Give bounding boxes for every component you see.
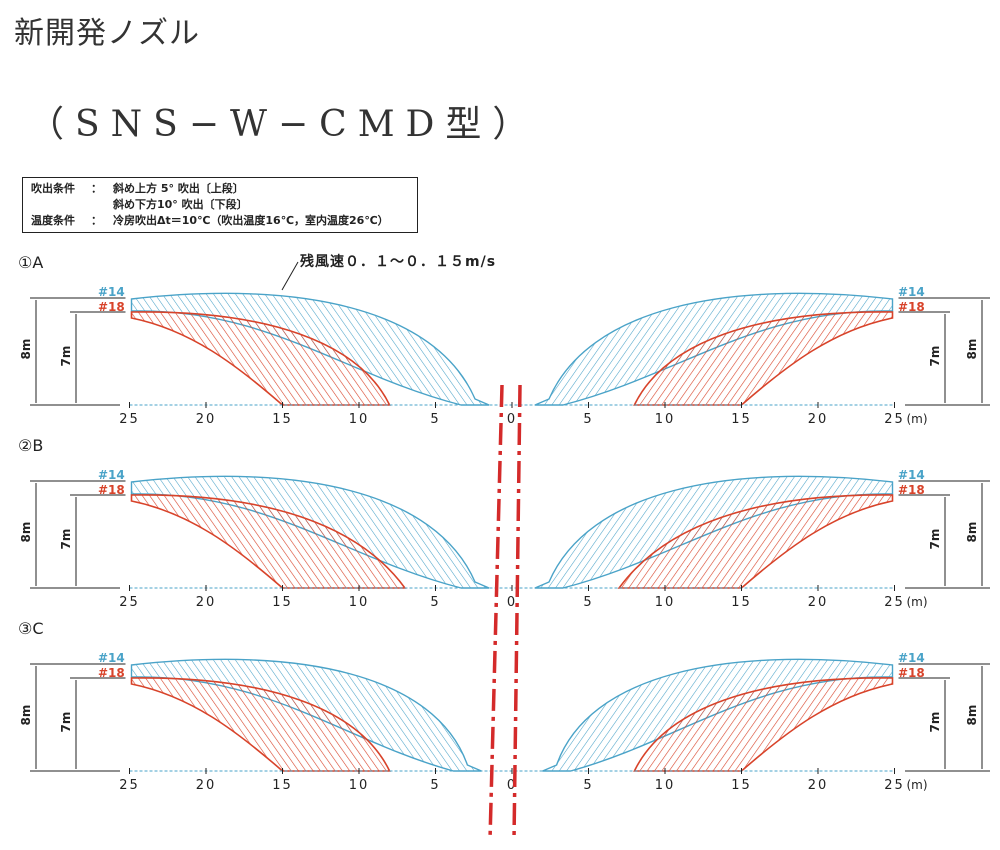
axis-tick-label: 15 bbox=[731, 412, 752, 427]
axis-tick-label: 10 bbox=[655, 778, 676, 793]
axis-tick-label: 5 bbox=[430, 595, 440, 610]
axis-tick-label: 5 bbox=[583, 412, 593, 427]
nozzle-label-upper: #14 bbox=[898, 651, 925, 665]
axis-tick-label: 25 bbox=[119, 412, 140, 427]
axis-tick-label: 15 bbox=[272, 595, 293, 610]
axis-tick-label: 0 bbox=[507, 595, 517, 610]
nozzle-label-upper: #14 bbox=[898, 468, 925, 482]
height-label-7m: 7m bbox=[59, 529, 73, 550]
nozzle-label-upper: #14 bbox=[898, 285, 925, 299]
nozzle-label-lower: #18 bbox=[898, 300, 925, 314]
axis-tick-label: 25 bbox=[884, 412, 905, 427]
centerline-right bbox=[512, 384, 522, 841]
axis-tick-label: 10 bbox=[655, 595, 676, 610]
panel-label: ①A bbox=[18, 253, 43, 272]
height-label-7m: 7m bbox=[928, 712, 942, 733]
residual-velocity-annotation: 残風速０．１～０．１５m/s bbox=[300, 253, 496, 270]
nozzle-label-lower: #18 bbox=[98, 666, 125, 680]
height-label-8m: 8m bbox=[965, 339, 979, 360]
axis-tick-label: 25 bbox=[884, 595, 905, 610]
axis-tick-label: 0 bbox=[507, 778, 517, 793]
axis-tick-label: 5 bbox=[430, 412, 440, 427]
lower-jet-right bbox=[617, 494, 894, 589]
condition-row: 温度条件 ： 冷房吹出Δt＝10℃（吹出温度16℃，室内温度26℃） bbox=[31, 213, 409, 229]
axis-tick-label: 15 bbox=[731, 595, 752, 610]
condition-value: 冷房吹出Δt＝10℃（吹出温度16℃，室内温度26℃） bbox=[113, 214, 389, 227]
nozzle-label-upper: #14 bbox=[98, 468, 125, 482]
axis-tick-label: 15 bbox=[272, 778, 293, 793]
centerline-left bbox=[488, 384, 504, 841]
axis-tick-label: 10 bbox=[349, 412, 370, 427]
lower-jet-right bbox=[633, 311, 894, 406]
lower-jet-right bbox=[633, 677, 894, 772]
annotation-leader-line bbox=[281, 261, 299, 291]
condition-row: 斜め下方10° 吹出〔下段〕 bbox=[31, 197, 409, 213]
axis-tick-label: 5 bbox=[583, 778, 593, 793]
axis-tick-label: 20 bbox=[808, 595, 829, 610]
page-subtitle: （SNS−W−CMD型） bbox=[28, 104, 540, 145]
panel-label: ③C bbox=[18, 619, 44, 638]
axis-tick-label: 10 bbox=[655, 412, 676, 427]
page-title: 新開発ノズル bbox=[14, 16, 200, 51]
height-label-7m: 7m bbox=[928, 346, 942, 367]
axis-tick-label: 20 bbox=[196, 778, 217, 793]
nozzle-label-lower: #18 bbox=[98, 483, 125, 497]
height-label-7m: 7m bbox=[928, 529, 942, 550]
axis-tick-label: 25 bbox=[119, 595, 140, 610]
axis-unit-label: (m) bbox=[907, 778, 928, 792]
condition-colon: ： bbox=[91, 214, 102, 227]
axis-tick-label: 20 bbox=[808, 778, 829, 793]
height-label-7m: 7m bbox=[59, 712, 73, 733]
height-label-7m: 7m bbox=[59, 346, 73, 367]
nozzle-label-upper: #14 bbox=[98, 651, 125, 665]
condition-row: 吹出条件 ： 斜め上方 5° 吹出〔上段〕 bbox=[31, 181, 409, 197]
nozzle-label-lower: #18 bbox=[898, 483, 925, 497]
axis-tick-label: 25 bbox=[119, 778, 140, 793]
height-label-8m: 8m bbox=[19, 705, 33, 726]
axis-tick-label: 15 bbox=[731, 778, 752, 793]
axis-tick-label: 5 bbox=[430, 778, 440, 793]
condition-colon: ： bbox=[91, 182, 102, 195]
nozzle-label-upper: #14 bbox=[98, 285, 125, 299]
axis-tick-label: 10 bbox=[349, 778, 370, 793]
height-label-8m: 8m bbox=[19, 339, 33, 360]
axis-tick-label: 20 bbox=[196, 412, 217, 427]
height-label-8m: 8m bbox=[965, 522, 979, 543]
height-label-8m: 8m bbox=[965, 705, 979, 726]
axis-tick-label: 20 bbox=[196, 595, 217, 610]
axis-unit-label: (m) bbox=[907, 595, 928, 609]
centerlines-group bbox=[488, 384, 522, 841]
axis-tick-label: 15 bbox=[272, 412, 293, 427]
axis-tick-label: 10 bbox=[349, 595, 370, 610]
height-label-8m: 8m bbox=[19, 522, 33, 543]
axis-unit-label: (m) bbox=[907, 412, 928, 426]
axis-tick-label: 0 bbox=[507, 412, 517, 427]
condition-key: 吹出条件 bbox=[31, 182, 75, 195]
axis-tick-label: 20 bbox=[808, 412, 829, 427]
conditions-box: 吹出条件 ： 斜め上方 5° 吹出〔上段〕 斜め下方10° 吹出〔下段〕 温度条… bbox=[22, 177, 418, 233]
condition-key: 温度条件 bbox=[31, 214, 75, 227]
nozzle-label-lower: #18 bbox=[898, 666, 925, 680]
panel-label: ②B bbox=[18, 436, 43, 455]
axis-tick-label: 25 bbox=[884, 778, 905, 793]
condition-value: 斜め上方 5° 吹出〔上段〕 bbox=[113, 182, 244, 195]
condition-value: 斜め下方10° 吹出〔下段〕 bbox=[113, 198, 248, 211]
nozzle-label-lower: #18 bbox=[98, 300, 125, 314]
axis-tick-label: 5 bbox=[583, 595, 593, 610]
